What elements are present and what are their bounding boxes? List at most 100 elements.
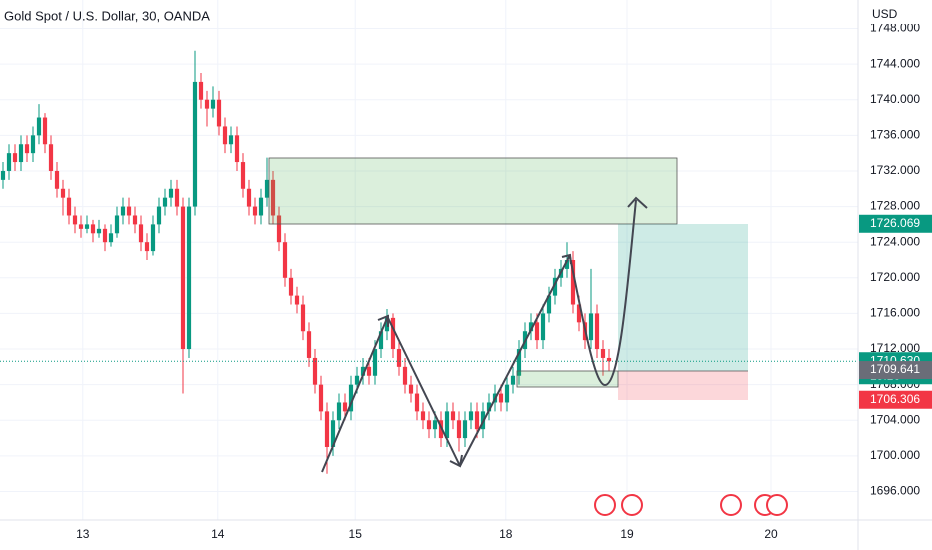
candle-body bbox=[222, 126, 228, 145]
y-tick-label: 1736.000 bbox=[870, 128, 920, 142]
candle-body bbox=[48, 144, 54, 171]
candle-body bbox=[192, 81, 198, 207]
candle-body bbox=[588, 313, 594, 341]
candle-body bbox=[18, 144, 24, 163]
candle-body bbox=[504, 384, 510, 403]
price-label-bg bbox=[859, 361, 932, 380]
candle-body bbox=[498, 393, 504, 403]
price-label-bg bbox=[859, 214, 932, 233]
candle-body bbox=[300, 304, 306, 332]
candle-body bbox=[486, 402, 492, 412]
candle-body bbox=[198, 81, 204, 100]
y-tick-label: 1748.000 bbox=[870, 21, 920, 35]
y-tick-label: 1744.000 bbox=[870, 56, 920, 70]
candle-body bbox=[204, 99, 210, 109]
y-tick-label: 1700.000 bbox=[870, 448, 920, 462]
long-profit-zone bbox=[618, 224, 748, 371]
pattern-arrows bbox=[321, 196, 648, 473]
demand-zone bbox=[516, 370, 619, 388]
candle-body bbox=[54, 170, 60, 189]
candle-body bbox=[432, 420, 438, 430]
candle-body bbox=[570, 260, 576, 305]
candle-body bbox=[576, 304, 582, 323]
candle-body bbox=[36, 117, 42, 136]
candle-body bbox=[276, 215, 282, 243]
candle-body bbox=[516, 349, 522, 376]
price-label-bg bbox=[859, 390, 932, 409]
y-tick-label: 1724.000 bbox=[870, 234, 920, 248]
price-axis bbox=[858, 0, 932, 550]
candle-body bbox=[66, 197, 72, 216]
candle-body bbox=[474, 411, 480, 430]
event-icon bbox=[594, 494, 616, 516]
candle-body bbox=[216, 99, 222, 127]
candle-body bbox=[264, 179, 270, 198]
candle-body bbox=[396, 349, 402, 367]
candle-body bbox=[408, 384, 414, 394]
y-tick-label: 1732.000 bbox=[870, 163, 920, 177]
candle-body bbox=[444, 411, 450, 439]
currency-bg bbox=[866, 6, 926, 24]
candle-body bbox=[30, 135, 36, 154]
candle-body bbox=[420, 411, 426, 421]
candle-body bbox=[90, 224, 96, 234]
candle-body bbox=[120, 206, 126, 216]
long-stop-zone bbox=[618, 371, 748, 400]
candle-body bbox=[144, 242, 150, 252]
candle-body bbox=[6, 153, 12, 171]
candle-body bbox=[102, 228, 108, 243]
candle-body bbox=[540, 313, 546, 341]
candle-body bbox=[324, 411, 330, 447]
candle-body bbox=[288, 277, 294, 296]
candle-body bbox=[354, 375, 360, 385]
x-tick-label: 15 bbox=[349, 527, 363, 541]
x-tick-label: 19 bbox=[620, 527, 634, 541]
event-icons bbox=[594, 494, 788, 516]
candle-body bbox=[456, 420, 462, 439]
candle-body bbox=[114, 215, 120, 234]
candle-body bbox=[552, 277, 558, 296]
candle-body bbox=[84, 224, 90, 229]
candle-body bbox=[252, 206, 258, 216]
candle-body bbox=[600, 349, 606, 358]
x-tick-label: 14 bbox=[211, 527, 225, 541]
candle-body bbox=[414, 393, 420, 412]
y-tick-label: 1740.000 bbox=[870, 92, 920, 106]
candle-body bbox=[270, 179, 276, 216]
candle-body bbox=[108, 233, 114, 243]
candle-body bbox=[306, 331, 312, 358]
candle-body bbox=[366, 366, 372, 376]
candle-body bbox=[246, 188, 252, 207]
candle-body bbox=[450, 411, 456, 421]
price-label: 1706.306 bbox=[870, 392, 920, 406]
projection-arrow bbox=[569, 196, 648, 387]
candle-body bbox=[330, 420, 336, 447]
arrow bbox=[387, 317, 463, 468]
candle-body bbox=[402, 366, 408, 385]
candle-body bbox=[336, 402, 342, 421]
y-tick-label: 1712.000 bbox=[870, 341, 920, 355]
candle-body bbox=[174, 188, 180, 207]
candle-body bbox=[372, 349, 378, 376]
candle-body bbox=[546, 295, 552, 314]
candle-body bbox=[606, 357, 612, 362]
candle-body bbox=[210, 99, 216, 109]
plot-area bbox=[0, 0, 858, 520]
candle-body bbox=[132, 215, 138, 225]
candle-body bbox=[258, 197, 264, 216]
candle-body bbox=[528, 322, 534, 332]
candle-body bbox=[534, 322, 540, 341]
candle-body bbox=[360, 366, 366, 376]
y-tick-label: 1716.000 bbox=[870, 306, 920, 320]
x-tick-label: 20 bbox=[764, 527, 778, 541]
candle-body bbox=[240, 162, 246, 189]
candle-body bbox=[468, 411, 474, 421]
candle-body bbox=[564, 260, 570, 269]
event-icon bbox=[766, 494, 788, 516]
target-zone bbox=[268, 157, 678, 225]
event-icon bbox=[720, 494, 742, 516]
candle-body bbox=[0, 170, 6, 180]
candle-body bbox=[510, 375, 516, 385]
candle-body bbox=[318, 384, 324, 412]
